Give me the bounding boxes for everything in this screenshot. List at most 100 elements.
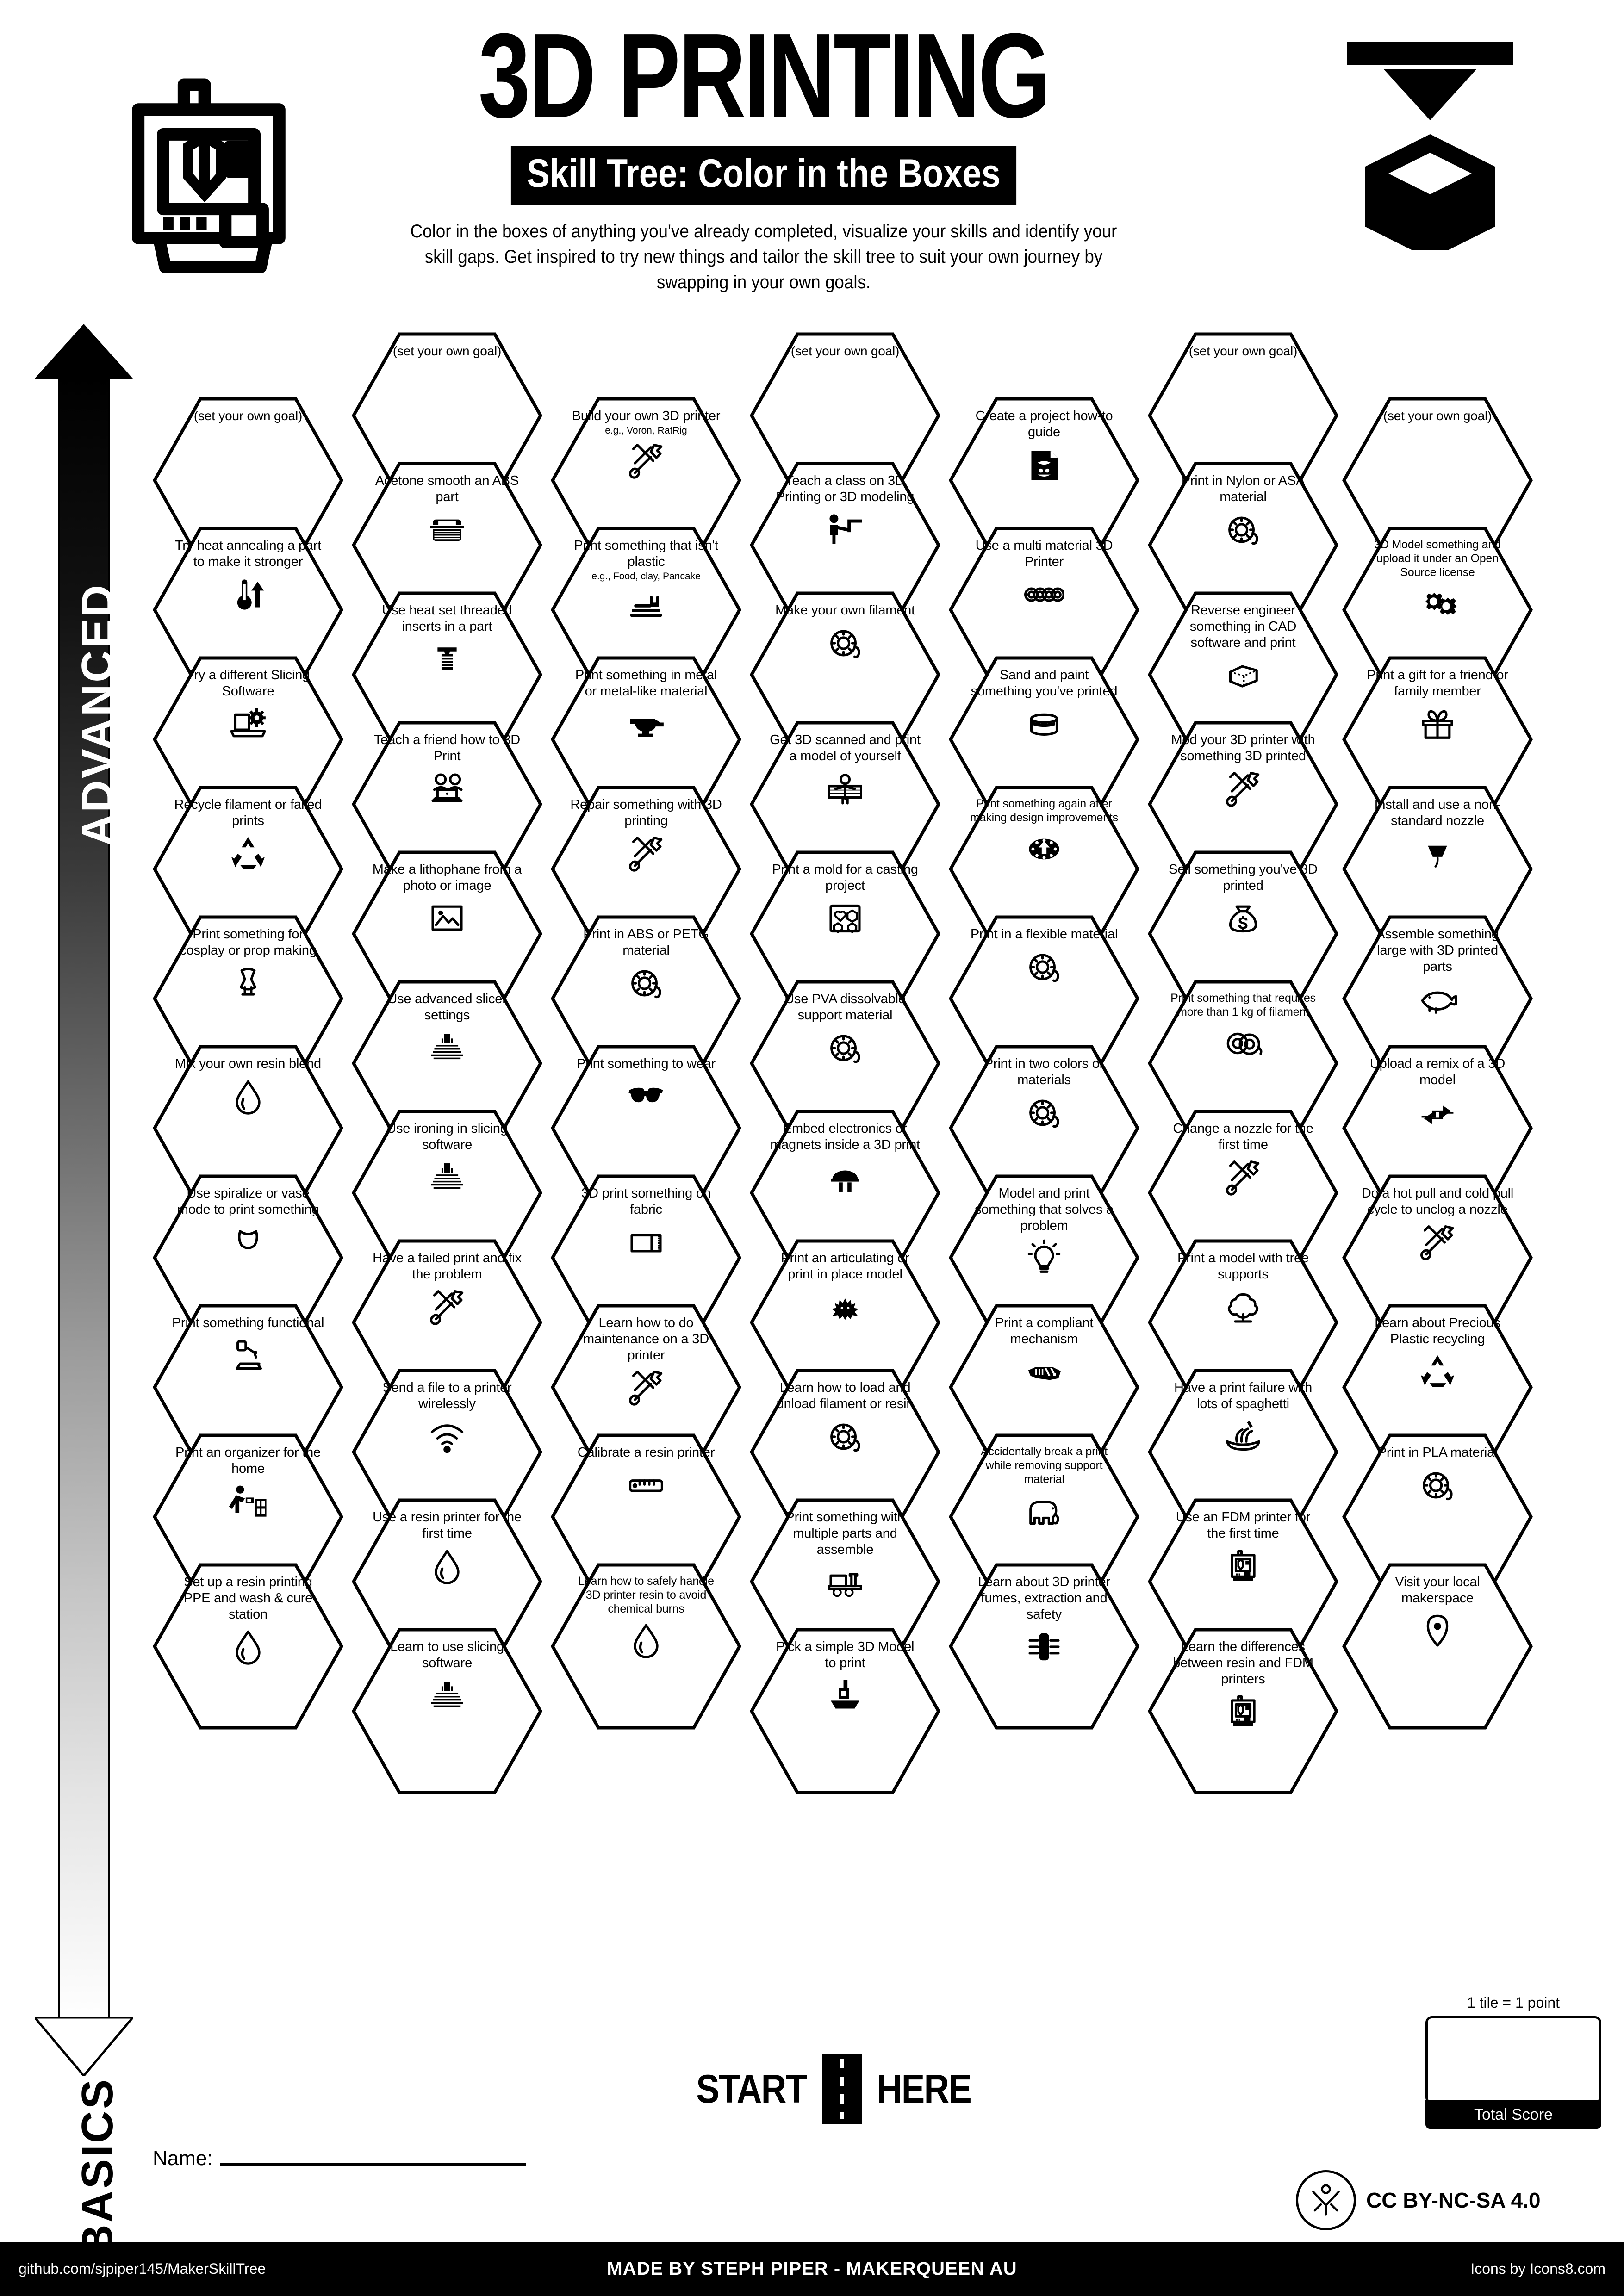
resin-drop-icon	[236, 1080, 261, 1115]
skill-tile[interactable]: Pick a simple 3D Model to print	[750, 1628, 940, 1794]
skill-tile-label: Mix your own resin blend	[175, 1056, 321, 1071]
filament-spool-icon	[631, 970, 661, 998]
footer-repo-link[interactable]: github.com/sjpiper145/MakerSkillTree	[19, 2260, 266, 2277]
filament-spool-icon	[1029, 954, 1059, 982]
skill-tile-label: Print a gift for a friend or family memb…	[1367, 668, 1508, 699]
name-input-line[interactable]	[220, 2163, 526, 2166]
fabric-icon	[630, 1234, 662, 1253]
tools-icon	[629, 836, 663, 872]
print-bed-icon	[1347, 42, 1513, 250]
skill-tile[interactable]: Set up a resin printing PPE and wash & c…	[153, 1563, 343, 1730]
compliant-gripper-icon	[1028, 1367, 1061, 1380]
here-word: HERE	[877, 2066, 972, 2111]
skill-tile-label: Print an organizer for the home	[175, 1445, 321, 1476]
skill-tile-label: Change a nozzle for the first time	[1173, 1121, 1313, 1152]
screw-insert-icon	[437, 647, 457, 670]
footer-credit: MADE BY STEPH PIPER - MAKERQUEEN AU	[607, 2259, 1017, 2279]
teacher-board-icon	[829, 514, 862, 544]
skill-tile-label: Use an FDM printer for the first time	[1176, 1510, 1311, 1541]
skill-tile-label: 3D Model something and upload it under a…	[1374, 538, 1501, 579]
skill-tile-label: Print in Nylon or ASA material	[1181, 473, 1305, 504]
skill-tile-label: Visit your local makerspace	[1395, 1575, 1480, 1606]
skill-tile-label: Print a model with tree supports	[1177, 1251, 1309, 1282]
filament-spool-icon	[1228, 516, 1258, 545]
skill-tile-label: Get 3D scanned and print a model of your…	[770, 732, 921, 763]
score-area: 1 tile = 1 point Total Score	[1425, 1994, 1601, 2129]
skill-tile-label: Recycle filament or failed prints	[174, 797, 322, 828]
footer-icons-credit[interactable]: Icons by Icons8.com	[1470, 2260, 1605, 2277]
skill-tile-label: Learn to use slicing software	[390, 1639, 504, 1670]
skill-tile-label: Send a file to a printer wirelessly	[382, 1380, 512, 1411]
start-here-marker: START HERE	[648, 2054, 1018, 2124]
skill-tile-label: Print something to wear	[576, 1056, 716, 1071]
skill-tile-label: Use advanced slicer settings	[387, 992, 507, 1023]
skill-tile-label: Learn how to do maintenance on a 3D prin…	[583, 1316, 709, 1363]
page-title: 3D PRINTING	[478, 9, 1051, 143]
filament-spool-icon	[1029, 1099, 1059, 1128]
pancake-icon	[630, 596, 662, 617]
page-footer: MADE BY STEPH PIPER - MAKERQUEEN AU gith…	[0, 2242, 1624, 2296]
sliced-boat-icon	[431, 1033, 463, 1059]
skill-tile-label: Have a failed print and fix the problem	[373, 1251, 522, 1282]
skill-tile-label: Use PVA dissolvable support material	[784, 992, 906, 1023]
skill-tile[interactable]: Learn to use slicing software	[352, 1628, 542, 1794]
paint-can-icon	[1030, 713, 1058, 736]
page-header: 3D PRINTING Skill Tree: Color in the Box…	[0, 0, 1624, 296]
arrow-head-up-icon	[35, 324, 133, 379]
laptop-gear-icon	[230, 708, 266, 737]
desk-lamp-icon	[236, 1340, 262, 1370]
ruler-icon	[629, 1479, 663, 1492]
skill-tile-label: Print in a flexible material	[970, 927, 1118, 942]
skill-tile-label: Teach a friend how to 3D Print	[374, 732, 520, 763]
person-shelving-icon	[229, 1485, 267, 1517]
led-icon	[831, 1170, 859, 1192]
skill-tile-label: (set your own goal)	[790, 344, 900, 358]
skill-tile[interactable]: Visit your local makerspace	[1342, 1563, 1533, 1730]
skill-tile-label: Print a compliant mechanism	[995, 1316, 1094, 1347]
body-scan-icon	[828, 773, 862, 805]
skill-tile-label: Print in PLA material	[1377, 1445, 1498, 1460]
two-spools-icon	[1226, 1032, 1263, 1055]
filament-spool-icon	[830, 1423, 860, 1452]
skill-tile-label: Print an articulating or print in place …	[781, 1251, 909, 1282]
skill-tile[interactable]: Learn about 3D printer fumes, extraction…	[949, 1563, 1139, 1730]
skill-tile-label: Try a different Slicing Software	[186, 668, 310, 699]
open-source-gears-icon	[1425, 592, 1457, 615]
start-word: START	[696, 2066, 808, 2111]
skill-tile-label: Print something for cosplay or prop maki…	[180, 927, 317, 958]
skill-tile-label: Have a print failure with lots of spaghe…	[1174, 1380, 1313, 1411]
lightbulb-icon	[1027, 1239, 1061, 1273]
map-pin-icon	[1426, 1614, 1449, 1647]
skill-tile-label: Accidentally break a print while removin…	[980, 1445, 1108, 1486]
skill-tile-label: Print something in metal or metal-like m…	[575, 668, 717, 699]
fdm-printer-icon	[1231, 1695, 1256, 1727]
elephant-icon	[1029, 1501, 1059, 1525]
skill-tile-label: Print something again after making desig…	[970, 797, 1118, 824]
skill-tile-label: Do a hot pull and cold pull cycle to unc…	[1361, 1186, 1514, 1217]
cad-box-icon	[1229, 665, 1258, 688]
skill-tile-label: Learn the differences between resin and …	[1173, 1639, 1313, 1687]
skill-tile-label: Use a resin printer for the first time	[373, 1510, 522, 1541]
name-field-row[interactable]: Name:	[153, 2147, 526, 2170]
intro-blurb: Color in the boxes of anything you've al…	[410, 221, 1117, 292]
skill-tile-label: Print something that requires more than …	[1170, 992, 1316, 1018]
skill-tile[interactable]: Learn how to safely handle 3D printer re…	[551, 1563, 741, 1730]
skill-tile-label: Learn how to load and unload filament or…	[776, 1380, 914, 1411]
resin-drop-icon	[634, 1624, 659, 1658]
filament-spool-icon	[830, 1035, 860, 1063]
skill-tile-label: Set up a resin printing PPE and wash & c…	[183, 1575, 313, 1622]
skill-tile-label: (set your own goal)	[392, 344, 502, 358]
title-block: 3D PRINTING Skill Tree: Color in the Box…	[324, 9, 1203, 295]
skill-tile-label: Model and print something that solves a …	[974, 1186, 1114, 1233]
tools-icon	[629, 1371, 663, 1406]
skill-tile-label: Repair something with 3D printing	[570, 797, 722, 828]
total-score-input[interactable]	[1425, 2016, 1601, 2104]
skill-tile-label: Make your own filament	[775, 603, 915, 618]
tools-icon	[1420, 1225, 1454, 1260]
skill-tile[interactable]: Learn the differences between resin and …	[1148, 1628, 1338, 1794]
fumes-icon	[1028, 1633, 1060, 1661]
skill-tile-label: Try heat annealing a part to make it str…	[174, 538, 322, 569]
skill-tile-label: Learn about 3D printer fumes, extraction…	[978, 1575, 1110, 1622]
spaghetti-icon	[1226, 1421, 1260, 1451]
